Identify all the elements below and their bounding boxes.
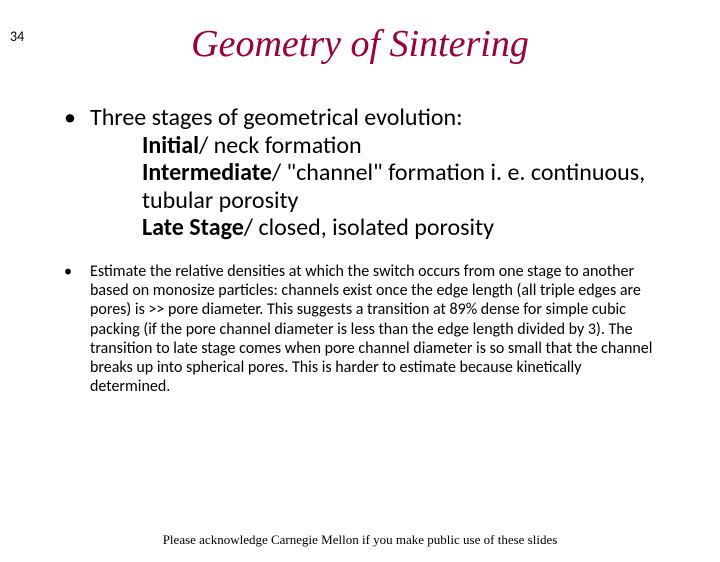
slide-body: • Three stages of geometrical evolution:… bbox=[64, 104, 656, 396]
slide-title: Geometry of Sintering bbox=[0, 22, 720, 66]
sub-item-0-bold: Initial bbox=[142, 131, 199, 160]
bullet-marker-2: • bbox=[64, 262, 90, 396]
bullet-2-text: Estimate the relative densities at which… bbox=[90, 262, 656, 396]
sub-item-0: Initial/ neck formation bbox=[142, 132, 656, 160]
sub-item-2-rest: / closed, isolated porosity bbox=[244, 213, 494, 242]
sub-item-2-bold: Late Stage bbox=[142, 213, 244, 242]
bullet-1: • Three stages of geometrical evolution: bbox=[64, 104, 656, 132]
sub-item-1-bold: Intermediate bbox=[142, 158, 272, 187]
sub-item-2: Late Stage/ closed, isolated porosity bbox=[142, 214, 656, 242]
slide: 34 Geometry of Sintering • Three stages … bbox=[0, 22, 720, 562]
footer-text: Please acknowledge Carnegie Mellon if yo… bbox=[0, 532, 720, 548]
sub-item-1: Intermediate/ "channel" formation i. e. … bbox=[142, 159, 656, 214]
page-number: 34 bbox=[10, 28, 24, 45]
bullet-2: • Estimate the relative densities at whi… bbox=[64, 262, 656, 396]
bullet-1-text: Three stages of geometrical evolution: bbox=[90, 104, 463, 132]
sub-item-0-rest: / neck formation bbox=[199, 131, 362, 160]
bullet-marker: • bbox=[64, 104, 90, 132]
